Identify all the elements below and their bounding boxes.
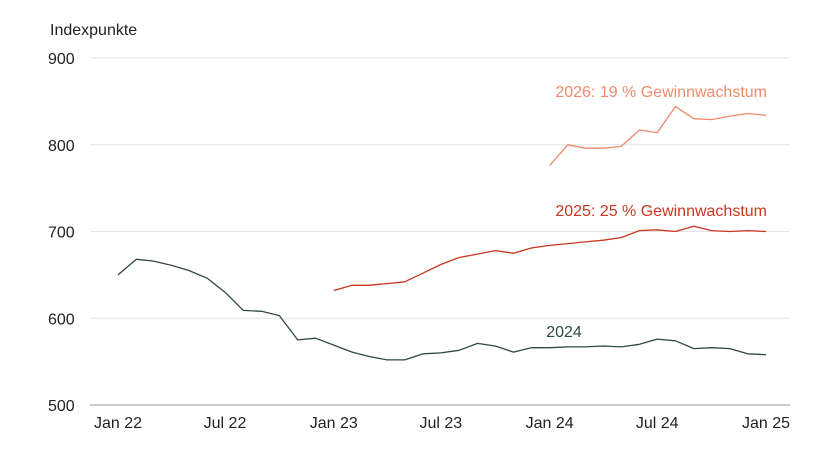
y-axis-title: Indexpunkte — [50, 22, 138, 39]
x-tick-label: Jul 24 — [636, 415, 679, 432]
series-line-2 — [549, 105, 767, 167]
x-tick-label: Jul 22 — [204, 415, 247, 432]
y-tick-label: 700 — [48, 225, 75, 242]
series-label: 2024 — [546, 324, 582, 341]
y-tick-label: 600 — [48, 311, 75, 328]
x-tick-label: Jan 22 — [94, 415, 142, 432]
x-axis-ticks: Jan 22 Jul 22 Jan 23 Jul 23 Jan 24 Jul 24 Jan … — [94, 415, 790, 432]
x-tick-label: Jan 23 — [310, 415, 358, 432]
series-label: 2026: 19 % Gewinnwachstum — [555, 84, 767, 101]
series-lines — [117, 105, 767, 361]
y-tick-label: 800 — [48, 138, 75, 155]
series-label: 2025: 25 % Gewinnwachstum — [555, 203, 767, 220]
x-tick-label: Jan 25 — [742, 415, 790, 432]
x-tick-label: Jul 23 — [419, 415, 462, 432]
y-axis-ticks: 900 800 700 600 500 — [48, 51, 75, 415]
series-line-1 — [333, 225, 767, 292]
y-tick-label: 500 — [48, 398, 75, 415]
x-tick-label: Jan 24 — [526, 415, 574, 432]
series-annotations: 2026: 19 % Gewinnwachstum 2025: 25 % Gewi… — [546, 84, 767, 341]
y-tick-label: 900 — [48, 51, 75, 68]
series-line-0 — [117, 258, 767, 361]
